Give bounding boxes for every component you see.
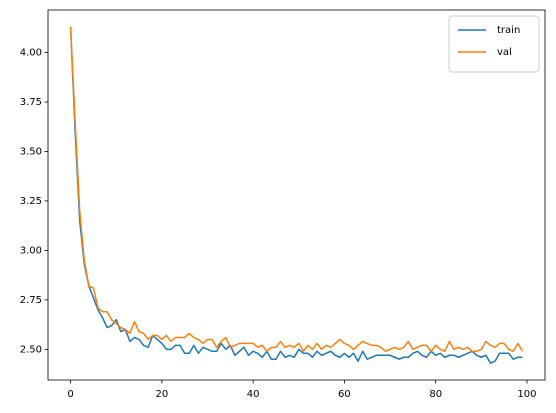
x-tick-label: 0: [67, 389, 73, 400]
y-tick-label: 2.75: [20, 295, 42, 306]
y-tick-label: 2.50: [20, 344, 42, 355]
y-tick-label: 3.50: [20, 146, 42, 157]
x-tick-label: 80: [429, 389, 442, 400]
plot-frame: [47, 9, 546, 381]
y-tick-label: 3.25: [20, 196, 42, 207]
x-tick-label: 60: [338, 389, 351, 400]
y-tick-label: 4.00: [20, 48, 42, 59]
line: [69, 26, 523, 364]
line: [69, 26, 524, 353]
x-tick-label: 100: [517, 389, 536, 400]
legend-label: val: [497, 47, 512, 58]
legend-box: [448, 15, 540, 73]
y-tick-label: 3.00: [20, 245, 42, 256]
x-tick-label: 40: [247, 389, 260, 400]
y-tick-label: 3.75: [20, 97, 42, 108]
legend-label: train: [497, 25, 520, 36]
x-tick-label: 20: [156, 389, 169, 400]
